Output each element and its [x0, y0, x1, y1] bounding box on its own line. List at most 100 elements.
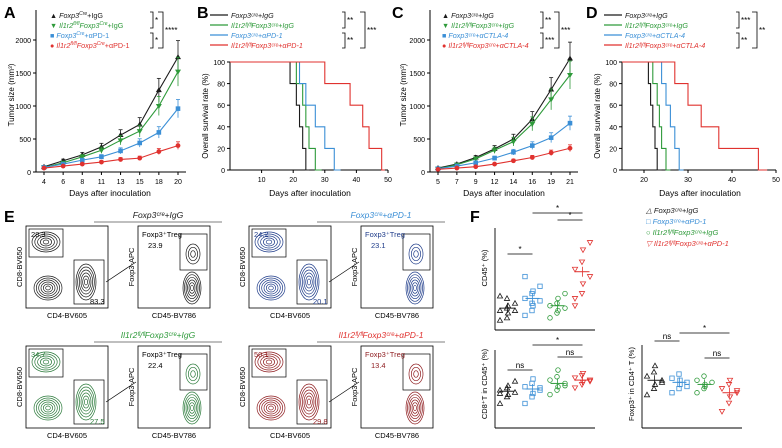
contour [303, 392, 315, 412]
data-point [571, 385, 579, 392]
contour [31, 351, 61, 373]
data-point [473, 164, 479, 170]
data-point [725, 400, 733, 407]
data-point [511, 158, 516, 164]
data-point [529, 380, 535, 387]
panel-d-legend-3: Foxp3ᶜʳᵉ+αCTLA-4 [625, 31, 685, 40]
data-point [555, 367, 561, 373]
contour [257, 353, 281, 371]
data-point [651, 381, 659, 387]
contour [305, 395, 313, 409]
data-point [530, 376, 536, 382]
contour [188, 402, 196, 414]
data-point [684, 383, 690, 390]
data-point [586, 378, 594, 385]
data-point [548, 97, 555, 103]
cd8-cd4-plot [248, 225, 332, 309]
data-point [676, 371, 682, 377]
axis-cd45: CD45-BV786 [152, 431, 196, 440]
contour [75, 263, 97, 301]
contour [407, 274, 423, 302]
contour [413, 284, 417, 292]
data-point [567, 120, 573, 126]
contour [187, 246, 199, 262]
contour [306, 278, 312, 286]
x-tick-label: 40 [728, 177, 736, 184]
data-point [643, 372, 651, 379]
flow-block-title: Foxp3ᶜʳᵉ+αPD-1 [351, 210, 412, 220]
data-point [676, 385, 682, 392]
contour [413, 370, 419, 378]
treg-value: 23.9 [148, 241, 163, 250]
x-tick-label: 15 [136, 179, 144, 186]
panel-d-legend-1: Foxp3ᶜʳᵉ+IgG [625, 11, 668, 20]
y-tick-label: 40 [217, 125, 225, 132]
contour [40, 401, 56, 415]
panel-b-sig-3: *** [367, 26, 376, 35]
axis-cd45: CD45-BV786 [152, 311, 196, 320]
panel-letter-b: B [197, 5, 209, 22]
treg-label: Foxp3⁺Treg [142, 230, 182, 239]
data-point [726, 394, 734, 401]
panel-b-sig-1: ** [347, 16, 353, 25]
contour [37, 355, 55, 369]
data-point [578, 291, 586, 297]
contour [413, 404, 417, 412]
x-tick-label: 20 [640, 177, 648, 184]
data-point [156, 130, 162, 135]
treg-gate [179, 353, 208, 391]
x-tick-label: 16 [528, 179, 536, 186]
y-tick-label: 20 [609, 146, 617, 153]
axis-cd8: CD8-BV650 [15, 367, 24, 407]
contour [305, 275, 313, 289]
data-point [726, 377, 734, 384]
x-tick-label: 6 [61, 179, 65, 186]
data-point [491, 148, 498, 154]
y-tick-label: 20 [217, 146, 225, 153]
contour [408, 363, 424, 385]
cd4-gate-value: 27.5 [90, 417, 105, 426]
x-tick-label: 50 [772, 177, 780, 184]
flow-block: Foxp3ᶜʳᵉ+IgG 28.3 83.3 CD8-BV650 CD4-BV605 Fo… [15, 210, 222, 320]
gating-arrow [105, 261, 137, 283]
cd8-gate [251, 348, 287, 378]
panel-f-ylabel-foxp3: Foxp3⁺ in CD4⁺ T (%) [627, 347, 636, 421]
flow-block-title: Il1r2ᶠˡ/ᶠˡFoxp3ᶜʳᵉ+αPD-1 [339, 330, 424, 340]
panel-a-tumor-growth-pd1: 0 500 1000 1500 2000 4 6 8 11 13 15 18 20 Tumor siz… [7, 10, 186, 198]
data-point [504, 382, 512, 389]
panel-b-sig-2: ** [347, 36, 353, 45]
x-tick-label: 30 [321, 177, 329, 184]
treg-label: Foxp3⁺Treg [365, 350, 405, 359]
data-point [567, 55, 573, 61]
panel-c-legend-1: ▲ Foxp3ᶜʳᵉ+IgG [442, 11, 494, 20]
contour [187, 366, 199, 382]
contour [410, 399, 420, 417]
contour [263, 357, 275, 367]
data-point [137, 140, 143, 146]
panel-letter-d: D [586, 5, 598, 22]
x-tick-label: 5 [436, 179, 440, 186]
data-point [718, 409, 726, 415]
data-point [511, 377, 519, 384]
sig-label: * [556, 204, 559, 213]
data-point [579, 371, 587, 377]
data-point [571, 375, 579, 382]
contour [40, 237, 52, 247]
contour [38, 399, 58, 417]
contour [34, 353, 58, 371]
contour [303, 272, 315, 292]
axis-cd45: CD45-BV786 [375, 311, 419, 320]
sig-label: ns [713, 349, 721, 358]
y-tick-label: 500 [19, 137, 31, 144]
cd4-gate [73, 379, 105, 425]
data-point [562, 382, 568, 389]
data-point [529, 300, 535, 306]
y-tick-label: 2000 [409, 38, 425, 45]
y-tick-label: 40 [609, 125, 617, 132]
contour [260, 355, 278, 369]
panel-d-sig-2: ** [741, 36, 747, 45]
contour [78, 389, 94, 415]
sig-label: ns [663, 332, 671, 341]
axis-foxp3: Foxp3-APC [350, 247, 359, 286]
